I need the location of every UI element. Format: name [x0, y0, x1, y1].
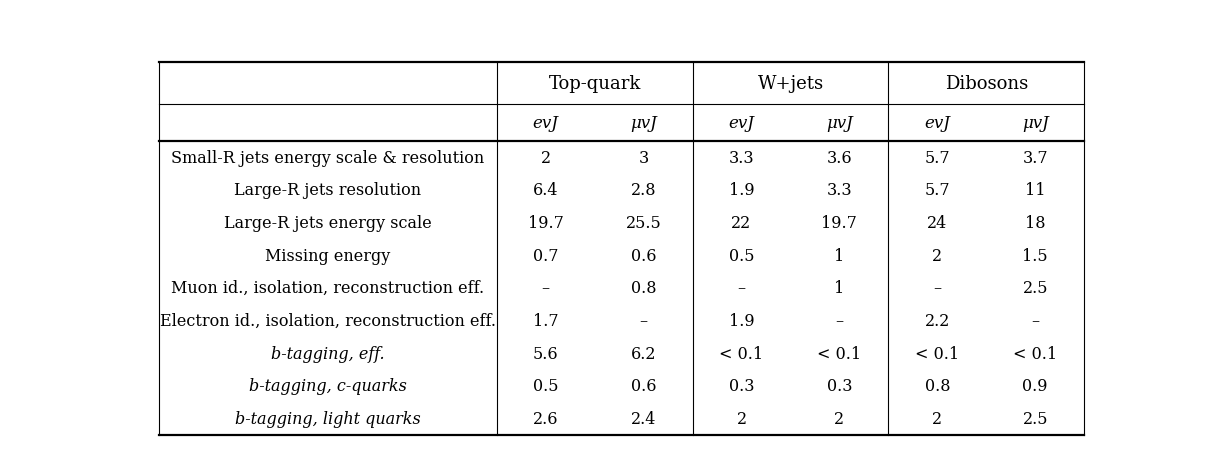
Text: 0.5: 0.5 — [729, 247, 754, 264]
Text: 19.7: 19.7 — [821, 214, 858, 232]
Text: 2.2: 2.2 — [924, 312, 950, 329]
Text: 0.5: 0.5 — [533, 377, 558, 394]
Text: evJ: evJ — [533, 115, 559, 131]
Text: 22: 22 — [731, 214, 752, 232]
Text: μvJ: μvJ — [826, 115, 853, 131]
Text: 0.8: 0.8 — [631, 280, 656, 297]
Text: Large-R jets energy scale: Large-R jets energy scale — [224, 214, 432, 232]
Text: 0.3: 0.3 — [827, 377, 853, 394]
Text: b-tagging, eff.: b-tagging, eff. — [272, 345, 385, 362]
Text: 2.6: 2.6 — [533, 410, 558, 427]
Text: 1.7: 1.7 — [533, 312, 558, 329]
Text: evJ: evJ — [924, 115, 950, 131]
Text: 5.7: 5.7 — [924, 182, 950, 199]
Text: Missing energy: Missing energy — [266, 247, 391, 264]
Text: –: – — [836, 312, 843, 329]
Text: 24: 24 — [927, 214, 947, 232]
Text: 25.5: 25.5 — [626, 214, 661, 232]
Text: 2: 2 — [933, 410, 943, 427]
Text: 11: 11 — [1025, 182, 1046, 199]
Text: Dibosons: Dibosons — [945, 75, 1027, 93]
Text: –: – — [639, 312, 648, 329]
Text: 19.7: 19.7 — [528, 214, 564, 232]
Text: 0.9: 0.9 — [1023, 377, 1048, 394]
Text: Electron id., isolation, reconstruction eff.: Electron id., isolation, reconstruction … — [160, 312, 496, 329]
Text: 5.6: 5.6 — [533, 345, 558, 362]
Text: 1.5: 1.5 — [1023, 247, 1048, 264]
Text: 0.3: 0.3 — [729, 377, 754, 394]
Text: 0.7: 0.7 — [533, 247, 558, 264]
Text: –: – — [738, 280, 746, 297]
Text: μvJ: μvJ — [631, 115, 657, 131]
Text: Muon id., isolation, reconstruction eff.: Muon id., isolation, reconstruction eff. — [171, 280, 484, 297]
Text: < 0.1: < 0.1 — [719, 345, 764, 362]
Text: 1: 1 — [835, 280, 844, 297]
Text: 18: 18 — [1025, 214, 1046, 232]
Text: 1: 1 — [835, 247, 844, 264]
Text: 3: 3 — [638, 149, 649, 166]
Text: 1.9: 1.9 — [729, 182, 754, 199]
Text: evJ: evJ — [729, 115, 754, 131]
Text: 3.7: 3.7 — [1023, 149, 1048, 166]
Text: < 0.1: < 0.1 — [818, 345, 861, 362]
Text: Small-R jets energy scale & resolution: Small-R jets energy scale & resolution — [171, 149, 484, 166]
Text: W+jets: W+jets — [757, 75, 824, 93]
Text: 0.6: 0.6 — [631, 247, 656, 264]
Text: –: – — [933, 280, 941, 297]
Text: 3.3: 3.3 — [729, 149, 754, 166]
Text: 6.2: 6.2 — [631, 345, 656, 362]
Text: 3.6: 3.6 — [826, 149, 853, 166]
Text: 6.4: 6.4 — [533, 182, 558, 199]
Text: 2: 2 — [736, 410, 746, 427]
Text: μvJ: μvJ — [1021, 115, 1048, 131]
Text: 2.4: 2.4 — [631, 410, 656, 427]
Text: 0.8: 0.8 — [924, 377, 950, 394]
Text: 2: 2 — [541, 149, 551, 166]
Text: 1.9: 1.9 — [729, 312, 754, 329]
Text: b-tagging, light quarks: b-tagging, light quarks — [235, 410, 421, 427]
Text: Large-R jets resolution: Large-R jets resolution — [234, 182, 422, 199]
Text: –: – — [542, 280, 549, 297]
Text: –: – — [1031, 312, 1040, 329]
Text: 2.8: 2.8 — [631, 182, 656, 199]
Text: 2: 2 — [835, 410, 844, 427]
Text: Top-quark: Top-quark — [548, 75, 640, 93]
Text: 2: 2 — [933, 247, 943, 264]
Text: < 0.1: < 0.1 — [916, 345, 959, 362]
Text: 3.3: 3.3 — [826, 182, 853, 199]
Text: 0.6: 0.6 — [631, 377, 656, 394]
Text: 5.7: 5.7 — [924, 149, 950, 166]
Text: 2.5: 2.5 — [1023, 410, 1048, 427]
Text: 2.5: 2.5 — [1023, 280, 1048, 297]
Text: < 0.1: < 0.1 — [1013, 345, 1058, 362]
Text: b-tagging, c-quarks: b-tagging, c-quarks — [249, 377, 406, 394]
